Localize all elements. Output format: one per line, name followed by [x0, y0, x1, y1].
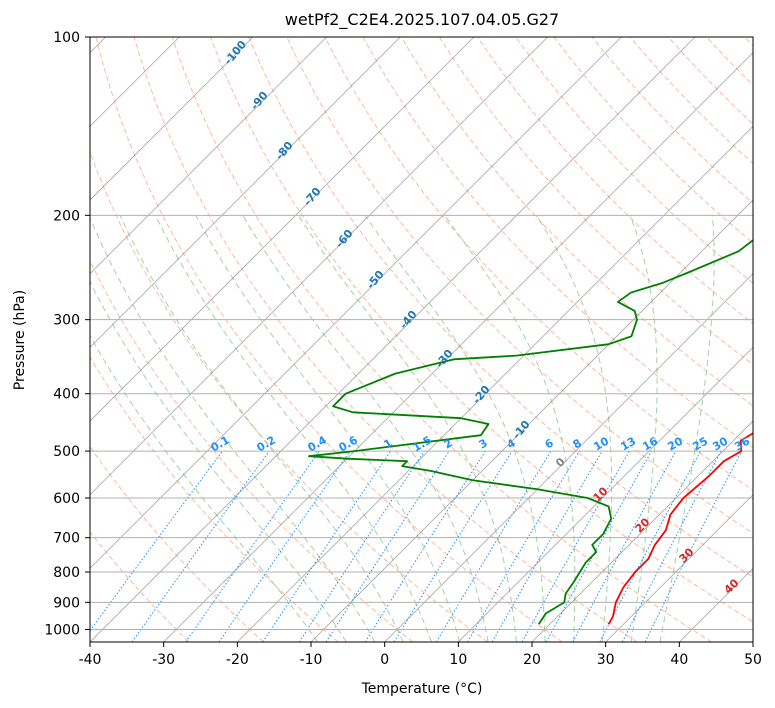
mixing-ratio-line: [521, 450, 630, 642]
moist-adiabat-line: [90, 334, 319, 642]
y-tick-label: 1000: [44, 622, 80, 638]
isotherm-line: [458, 346, 753, 642]
mixing-ratio-line: [218, 450, 351, 642]
moist-adiabat-line: [90, 216, 376, 642]
dry-adiabat-line: [515, 37, 753, 284]
y-tick-label: 500: [53, 444, 80, 460]
isotherm-line: [605, 494, 753, 642]
isotherm-line: [163, 52, 753, 642]
x-axis: -40 -30 -20 -10 0 10 20 30 40 50: [79, 642, 762, 668]
profiles: [308, 239, 753, 625]
dry-adiabat-line: [171, 37, 712, 642]
mixing-ratio-line: [599, 450, 701, 642]
moist-adiabat-line: [90, 280, 347, 642]
mixing-ratio-line: [545, 450, 653, 642]
isotherm-line: [237, 125, 753, 642]
isotherm-line: [310, 199, 753, 642]
mixing-ratio-line: [131, 450, 270, 642]
dry-adiabat-line: [90, 150, 488, 642]
moist-adiabat-line: [195, 215, 461, 642]
dry-adiabat-line: [324, 37, 753, 491]
dewpoint-profile: [308, 239, 753, 625]
dry-adiabat-line: [90, 356, 339, 642]
y-tick-label: 900: [53, 595, 80, 611]
x-tick-label: -40: [79, 652, 102, 668]
y-tick-label: 100: [53, 30, 80, 46]
mixing-ratio-line: [325, 450, 450, 642]
x-tick-label: 40: [670, 652, 688, 668]
y-tick-label: 300: [53, 313, 80, 329]
dry-adiabat-line: [95, 37, 563, 642]
temperature-profile: [607, 432, 753, 625]
mixing-ratio-line: [262, 450, 392, 642]
mixing-ratio-line: [621, 450, 722, 642]
isotherm-line: [90, 37, 254, 201]
isotherm-line: [90, 37, 401, 348]
dry-adiabat-line: [90, 531, 190, 642]
x-tick-label: 30: [597, 652, 615, 668]
moist-adiabat-line: [629, 215, 658, 642]
isotherm-line: [384, 273, 753, 642]
mixing-ratio-line: [644, 450, 743, 642]
mixing-ratio-line: [572, 450, 677, 642]
mixing-ratio-line: [393, 450, 513, 642]
moist-adiabat-line: [242, 215, 489, 642]
x-axis-title: Temperature (°C): [361, 681, 483, 697]
y-tick-label: 800: [53, 565, 80, 581]
dry-adiabat-line: [248, 37, 753, 578]
moist-adiabat-line: [364, 215, 546, 642]
moist-adiabat-line: [659, 215, 715, 642]
y-tick-label: 600: [53, 491, 80, 507]
plot-frame: [89, 36, 754, 643]
isotherm-line: [90, 37, 696, 642]
dry-adiabat-line: [210, 37, 753, 623]
y-tick-label: 400: [53, 387, 80, 403]
dry-adiabat-line: [439, 37, 753, 366]
y-tick-label: 700: [53, 531, 80, 547]
dry-adiabat-line: [90, 445, 264, 642]
mixing-ratio-line: [90, 450, 223, 632]
y-tick-label: 200: [53, 208, 80, 224]
x-tick-label: 10: [449, 652, 467, 668]
y-axis: 100 200 300 400 500 600 700 800 900 1000: [44, 30, 90, 638]
grid: [90, 37, 753, 630]
mixing-ratio-line: [364, 450, 486, 642]
x-tick-label: -20: [226, 652, 249, 668]
x-tick-label: -10: [300, 652, 323, 668]
dry-adiabat-line: [133, 37, 638, 642]
chart-title: wetPf2_C2E4.2025.107.04.05.G27: [285, 10, 559, 30]
moist-adiabat-line: [119, 215, 404, 642]
y-axis-title: Pressure (hPa): [12, 290, 28, 390]
mixing-ratio-line: [435, 450, 552, 642]
isotherm-line: [90, 37, 327, 275]
isotherm-line: [90, 37, 475, 422]
x-tick-label: -30: [152, 652, 175, 668]
dry-adiabat-line: [400, 37, 753, 407]
isotherm-line: [90, 37, 622, 569]
isotherm-line: [90, 37, 548, 496]
isotherm-line: [531, 420, 753, 642]
mixing-ratio-line: [298, 450, 425, 642]
x-tick-label: 0: [380, 652, 389, 668]
moist-adiabat-line: [535, 215, 613, 642]
x-tick-label: 20: [523, 652, 541, 668]
mixing-ratio-line: [185, 450, 320, 642]
x-tick-label: 50: [744, 652, 762, 668]
